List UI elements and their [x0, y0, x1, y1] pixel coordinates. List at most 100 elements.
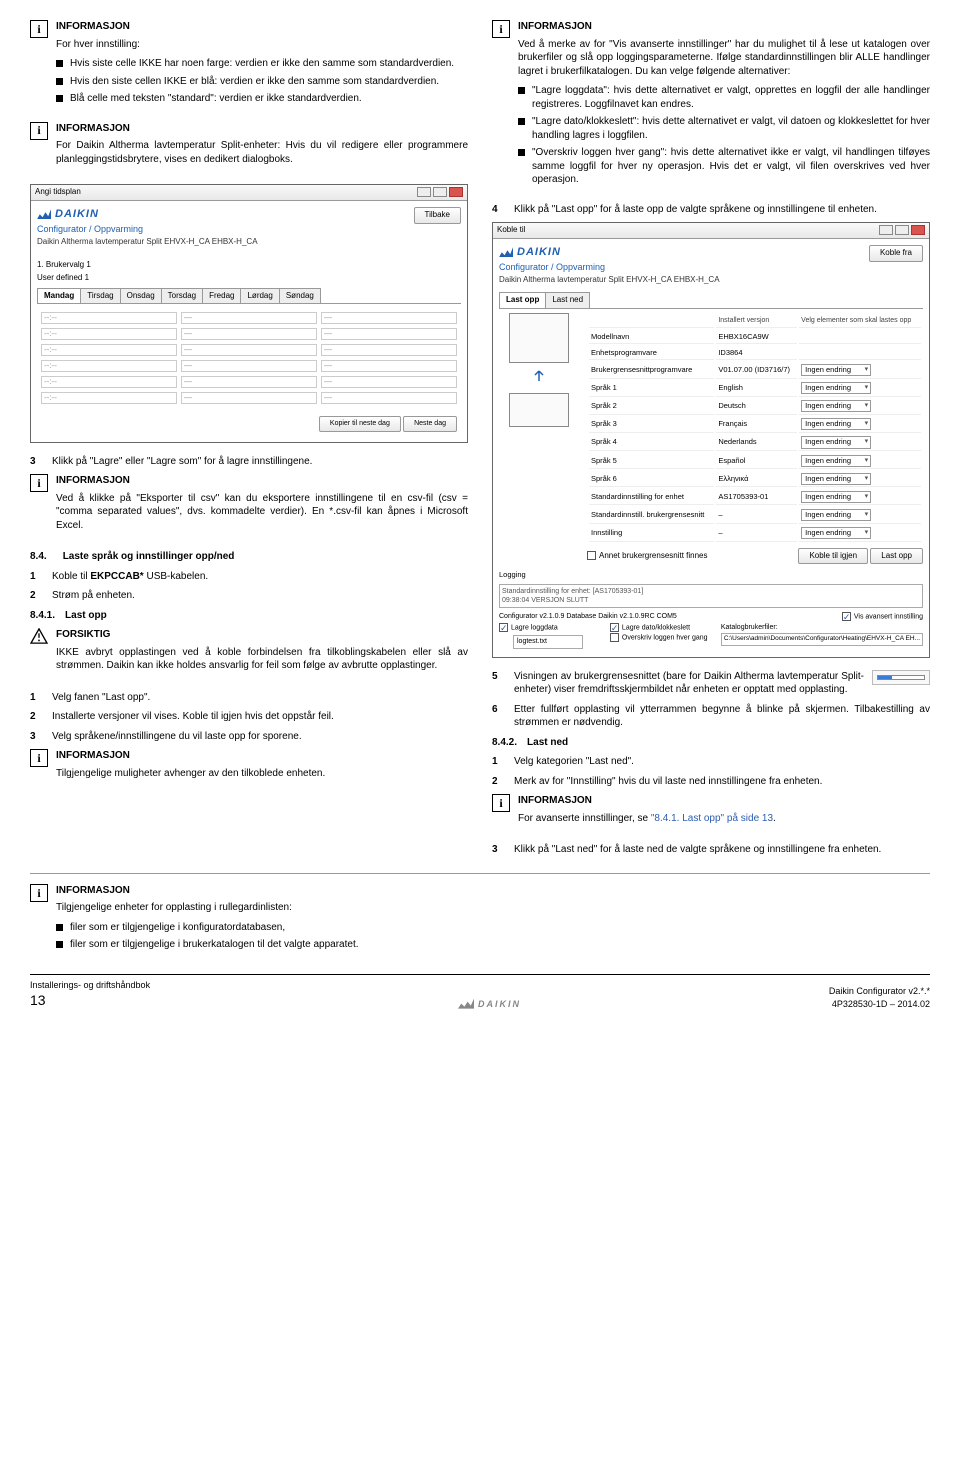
show-advanced-checkbox[interactable]: [842, 612, 851, 621]
time-slot[interactable]: --:--: [41, 312, 177, 324]
day-tabs[interactable]: Mandag Tirsdag Onsdag Torsdag Fredag Lør…: [37, 288, 461, 305]
cross-ref-link[interactable]: "8.4.1. Last opp" på side 13: [651, 813, 773, 824]
caution-title: FORSIKTIG: [56, 628, 468, 642]
step-number: 4: [492, 203, 504, 217]
info-block-2: i INFORMASJON For Daikin Altherma lavtem…: [30, 122, 468, 173]
logfile-input[interactable]: logtest.txt: [513, 635, 583, 648]
info-text: For Daikin Altherma lavtemperatur Split-…: [56, 139, 468, 166]
time-slot[interactable]: --:--: [41, 360, 177, 372]
info-title: INFORMASJON: [518, 794, 930, 808]
time-slot[interactable]: --:--: [41, 344, 177, 356]
table-row: ModellnavnEHBX16CA9W: [589, 330, 921, 344]
next-day-button[interactable]: Neste dag: [403, 416, 457, 431]
step-text: Strøm på enheten.: [52, 589, 468, 603]
step-number: 1: [30, 570, 42, 584]
lang-select[interactable]: Ingen endring: [801, 400, 871, 412]
save-log-checkbox[interactable]: [499, 623, 508, 632]
checkbox-label: Vis avansert innstilling: [854, 613, 923, 620]
table-row: Standardinnstill. brukergrensesnitt–Inge…: [589, 507, 921, 523]
tab-day[interactable]: Onsdag: [120, 288, 162, 304]
checkbox-label: Lagre dato/klokkeslett: [622, 625, 690, 632]
version-select[interactable]: Ingen endring: [801, 364, 871, 376]
page-number: 13: [30, 991, 150, 1010]
daikin-logo: DAIKIN: [499, 245, 561, 260]
page-footer: Installerings- og driftshåndbok 13 DAIKI…: [30, 974, 930, 1010]
bullet: Hvis den siste cellen IKKE er blå: verdi…: [56, 75, 468, 89]
setting-select[interactable]: Ingen endring: [801, 491, 871, 503]
tab-upload[interactable]: Last opp: [499, 292, 546, 308]
info-text: Tilgjengelige muligheter avhenger av den…: [56, 767, 468, 781]
step-text: Installerte versjoner vil vises. Koble t…: [52, 710, 468, 724]
upload-button[interactable]: Last opp: [870, 548, 923, 565]
info-text: Ved å merke av for "Vis avanserte innsti…: [518, 38, 930, 79]
step-text: Velg språkene/innstillingene du vil last…: [52, 730, 468, 744]
userdef-label: User defined 1: [37, 273, 461, 284]
lang-select[interactable]: Ingen endring: [801, 436, 871, 448]
table-row: Språk 2DeutschIngen endring: [589, 399, 921, 415]
footer-brand: DAIKIN: [458, 998, 521, 1010]
info-block-bottom: i INFORMASJON Tilgjengelige enheter for …: [30, 884, 470, 956]
table-row: Språk 1EnglishIngen endring: [589, 381, 921, 397]
lang-select[interactable]: Ingen endring: [801, 455, 871, 467]
window-controls[interactable]: [417, 187, 463, 197]
value-slot[interactable]: —: [181, 376, 317, 388]
info-block-1: i INFORMASJON For hver innstilling: Hvis…: [30, 20, 468, 110]
tab-day[interactable]: Tirsdag: [80, 288, 120, 304]
info-text: For avanserte innstillinger, se "8.4.1. …: [518, 812, 930, 826]
screenshot-upload-dialog: Koble til DAIKIN Configurator / Oppvarmi…: [492, 222, 930, 658]
lang-select[interactable]: Ingen endring: [801, 473, 871, 485]
info-icon: i: [492, 794, 510, 812]
catalog-path[interactable]: C:\Users\admin\Documents\Configurator\He…: [721, 633, 923, 646]
col-header: Installert versjon: [716, 315, 797, 328]
lang-select[interactable]: Ingen endring: [801, 382, 871, 394]
footer-product: Daikin Configurator v2.*.*: [829, 985, 930, 997]
window-controls[interactable]: [879, 225, 925, 235]
checkbox-label: Lagre loggdata: [511, 625, 558, 632]
value-slot[interactable]: —: [321, 392, 457, 404]
tab-day[interactable]: Lørdag: [240, 288, 279, 304]
info-text: For hver innstilling:: [56, 38, 468, 52]
save-datetime-checkbox[interactable]: [610, 623, 619, 632]
setting-select[interactable]: Ingen endring: [801, 509, 871, 521]
log-output: Standardinnstilling for enhet: [AS170539…: [499, 584, 923, 608]
value-slot[interactable]: —: [321, 312, 457, 324]
tab-day[interactable]: Søndag: [279, 288, 321, 304]
bullet: "Overskriv loggen hver gang": hvis dette…: [518, 146, 930, 187]
step-text: Klikk på "Last ned" for å laste ned de v…: [514, 843, 930, 857]
setting-select[interactable]: Ingen endring: [801, 527, 871, 539]
value-slot[interactable]: —: [321, 376, 457, 388]
caution-text: IKKE avbryt opplastingen ved å koble for…: [56, 646, 468, 673]
bullet: filer som er tilgjengelige i brukerkatal…: [56, 938, 470, 952]
reconnect-button[interactable]: Koble til igjen: [798, 548, 868, 565]
section-8-4: 8.4. Laste språk og innstillinger opp/ne…: [30, 550, 468, 564]
copy-next-day-button[interactable]: Kopier til neste dag: [319, 416, 401, 431]
time-slot[interactable]: --:--: [41, 376, 177, 388]
tab-day[interactable]: Torsdag: [161, 288, 203, 304]
table-row: BrukergrensesnittprogramvareV01.07.00 (I…: [589, 362, 921, 378]
tab-download[interactable]: Last ned: [545, 292, 590, 308]
table-row: Språk 3FrançaisIngen endring: [589, 417, 921, 433]
value-slot[interactable]: —: [321, 360, 457, 372]
time-slot[interactable]: --:--: [41, 328, 177, 340]
disconnect-button[interactable]: Koble fra: [869, 245, 923, 262]
tab-day[interactable]: Fredag: [202, 288, 241, 304]
back-button[interactable]: Tilbake: [414, 207, 462, 224]
other-ui-checkbox[interactable]: [587, 551, 596, 560]
value-slot[interactable]: —: [181, 360, 317, 372]
value-slot[interactable]: —: [181, 392, 317, 404]
value-slot[interactable]: —: [321, 328, 457, 340]
footer-doc-title: Installerings- og driftshåndbok: [30, 979, 150, 991]
status-bar: Configurator v2.1.0.9 Database Daikin v2…: [499, 612, 677, 621]
overwrite-log-checkbox[interactable]: [610, 633, 619, 642]
value-slot[interactable]: —: [181, 312, 317, 324]
tab-day[interactable]: Mandag: [37, 288, 81, 304]
value-slot[interactable]: —: [181, 344, 317, 356]
step-text: Klikk på "Last opp" for å laste opp de v…: [514, 203, 930, 217]
section-8-4-2: 8.4.2. Last ned: [492, 736, 930, 750]
time-slot[interactable]: --:--: [41, 392, 177, 404]
lang-select[interactable]: Ingen endring: [801, 418, 871, 430]
value-slot[interactable]: —: [321, 344, 457, 356]
value-slot[interactable]: —: [181, 328, 317, 340]
checkbox-label: Overskriv loggen hver gang: [622, 635, 708, 642]
screenshot-schedule-dialog: Angi tidsplan DAIKIN Configurator / Oppv…: [30, 184, 468, 443]
